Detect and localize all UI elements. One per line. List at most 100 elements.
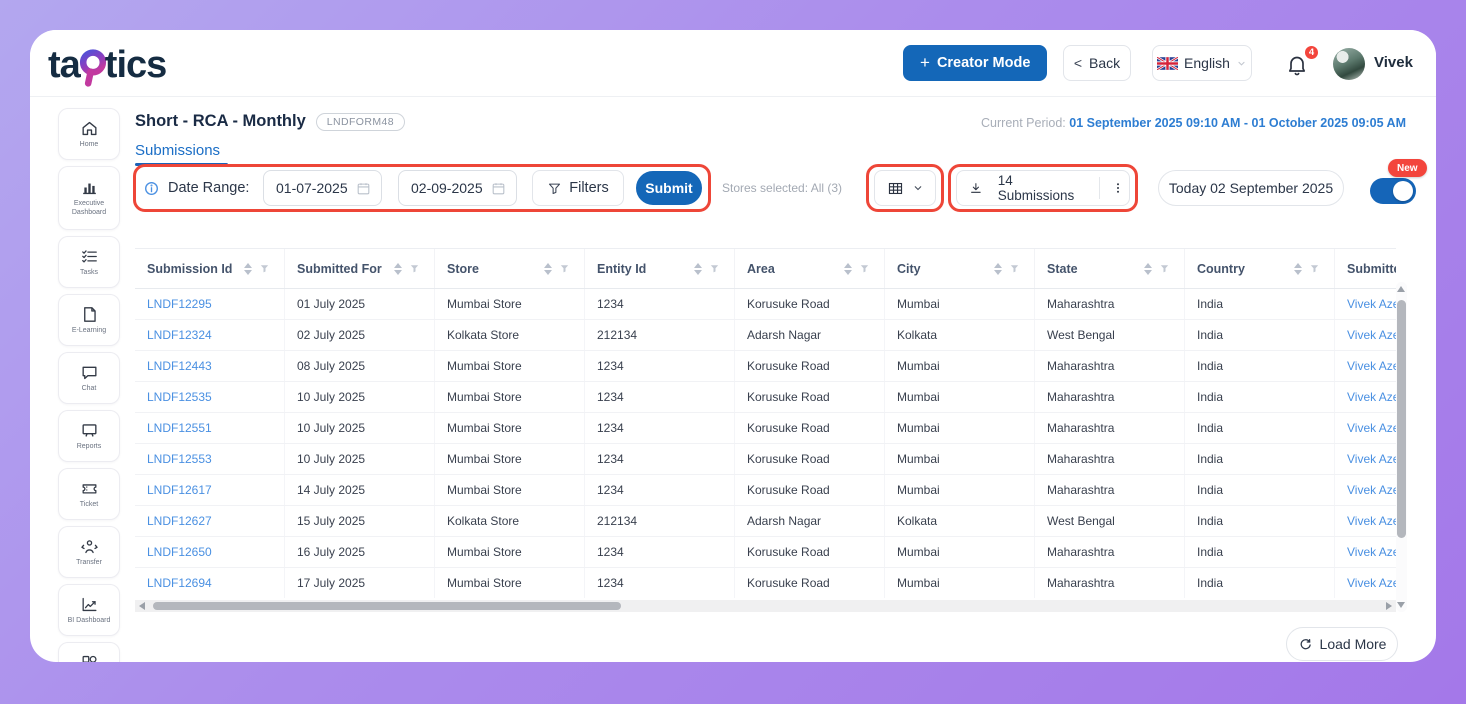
submitted-by-link[interactable]: Vivek Aze xyxy=(1335,537,1396,567)
divider xyxy=(1098,177,1100,199)
vertical-scroll-thumb[interactable] xyxy=(1397,300,1406,538)
column-header-country[interactable]: Country xyxy=(1185,249,1335,288)
column-filter-icon[interactable] xyxy=(1009,263,1020,274)
submitted-by-link[interactable]: Vivek Aze xyxy=(1335,475,1396,505)
user-avatar[interactable] xyxy=(1333,48,1365,80)
date-from-input[interactable]: 01-07-2025 xyxy=(263,170,382,206)
table-cell: Korusuke Road xyxy=(735,568,885,598)
submitted-by-link[interactable]: Vivek Aze xyxy=(1335,413,1396,443)
column-filter-icon[interactable] xyxy=(559,263,570,274)
scroll-down-arrow-icon[interactable] xyxy=(1397,602,1405,608)
sort-icon[interactable] xyxy=(244,262,252,275)
table-row: LNDF12551 10 July 2025 Mumbai Store 1234 Kor… xyxy=(135,413,1396,444)
sidebar-item-elearning[interactable]: E-Learning xyxy=(58,294,120,346)
submit-button[interactable]: Submit xyxy=(636,171,702,205)
submission-id-link[interactable]: LNDF12324 xyxy=(135,320,285,350)
scroll-left-arrow-icon[interactable] xyxy=(139,602,145,610)
new-view-toggle[interactable] xyxy=(1370,178,1416,204)
submitted-by-link[interactable]: Vivek Aze xyxy=(1335,320,1396,350)
tab-submissions[interactable]: Submissions xyxy=(135,142,221,159)
creator-mode-button[interactable]: + Creator Mode xyxy=(903,45,1048,81)
notification-bell[interactable]: 4 xyxy=(1285,44,1320,79)
sidebar-item-home[interactable]: Home xyxy=(58,108,120,160)
sidebar-item-asset[interactable]: Asset xyxy=(58,642,120,662)
column-filter-icon[interactable] xyxy=(859,263,870,274)
table-cell: Kolkata Store xyxy=(435,506,585,536)
submission-id-link[interactable]: LNDF12535 xyxy=(135,382,285,412)
column-filter-icon[interactable] xyxy=(709,263,720,274)
submitted-by-link[interactable]: Vivek Aze xyxy=(1335,382,1396,412)
filters-label: Filters xyxy=(569,180,609,196)
sidebar-item-transfer[interactable]: Transfer xyxy=(58,526,120,578)
horizontal-scrollbar[interactable] xyxy=(135,600,1396,612)
filters-button[interactable]: Filters xyxy=(532,170,624,206)
table-cell: India xyxy=(1185,475,1335,505)
language-dropdown[interactable]: English xyxy=(1152,45,1252,81)
submission-id-link[interactable]: LNDF12650 xyxy=(135,537,285,567)
column-header-store[interactable]: Store xyxy=(435,249,585,288)
column-header-area[interactable]: Area xyxy=(735,249,885,288)
submitted-by-link[interactable]: Vivek Aze xyxy=(1335,506,1396,536)
sidebar-item-reports[interactable]: Reports xyxy=(58,410,120,462)
column-header-submitted-for[interactable]: Submitted For xyxy=(285,249,435,288)
table-cell: 15 July 2025 xyxy=(285,506,435,536)
scroll-up-arrow-icon[interactable] xyxy=(1397,286,1405,292)
sort-icon[interactable] xyxy=(844,262,852,275)
submission-id-link[interactable]: LNDF12443 xyxy=(135,351,285,381)
column-header-submitted-by[interactable]: Submitted By xyxy=(1335,249,1396,288)
table-view-dropdown[interactable] xyxy=(874,170,936,206)
today-date-button[interactable]: Today 02 September 2025 xyxy=(1158,170,1344,206)
table-cell: Mumbai xyxy=(885,289,1035,319)
submission-id-link[interactable]: LNDF12551 xyxy=(135,413,285,443)
submission-id-link[interactable]: LNDF12694 xyxy=(135,568,285,598)
info-icon[interactable] xyxy=(143,180,160,197)
trend-chart-icon xyxy=(82,597,96,611)
sort-icon[interactable] xyxy=(1294,262,1302,275)
submitted-by-link[interactable]: Vivek Aze xyxy=(1335,444,1396,474)
sidebar-label: Chat xyxy=(81,384,97,392)
sidebar-item-tasks[interactable]: Tasks xyxy=(58,236,120,288)
submission-id-link[interactable]: LNDF12627 xyxy=(135,506,285,536)
table-row: LNDF12694 17 July 2025 Mumbai Store 1234 Kor… xyxy=(135,568,1396,598)
table-cell: 17 July 2025 xyxy=(285,568,435,598)
sidebar-item-executive-dashboard[interactable]: Executive Dashboard xyxy=(58,166,120,230)
submission-id-link[interactable]: LNDF12295 xyxy=(135,289,285,319)
table-cell: Korusuke Road xyxy=(735,413,885,443)
submitted-by-link[interactable]: Vivek Aze xyxy=(1335,568,1396,598)
sidebar-label: Ticket xyxy=(79,500,99,508)
chevron-down-icon xyxy=(1238,61,1245,66)
column-header-submission-id[interactable]: Submission Id xyxy=(135,249,285,288)
kebab-menu-icon[interactable] xyxy=(1107,180,1129,196)
table-cell: Korusuke Road xyxy=(735,351,885,381)
sort-icon[interactable] xyxy=(1144,262,1152,275)
sort-icon[interactable] xyxy=(394,262,402,275)
column-filter-icon[interactable] xyxy=(259,263,270,274)
funnel-icon xyxy=(549,183,561,194)
scroll-right-arrow-icon[interactable] xyxy=(1386,602,1392,610)
column-header-entity-id[interactable]: Entity Id xyxy=(585,249,735,288)
table-cell: Mumbai xyxy=(885,382,1035,412)
load-more-button[interactable]: Load More xyxy=(1286,627,1398,661)
sort-icon[interactable] xyxy=(544,262,552,275)
submitted-by-link[interactable]: Vivek Aze xyxy=(1335,351,1396,381)
sidebar-item-bi-dashboard[interactable]: BI Dashboard xyxy=(58,584,120,636)
vertical-scrollbar[interactable] xyxy=(1396,282,1407,612)
column-filter-icon[interactable] xyxy=(1309,263,1320,274)
column-filter-icon[interactable] xyxy=(409,263,420,274)
column-header-state[interactable]: State xyxy=(1035,249,1185,288)
horizontal-scroll-thumb[interactable] xyxy=(153,602,621,610)
sidebar-item-ticket[interactable]: Ticket xyxy=(58,468,120,520)
table-cell: 08 July 2025 xyxy=(285,351,435,381)
download-submissions-button[interactable]: 14 Submissions xyxy=(956,170,1130,206)
sort-icon[interactable] xyxy=(994,262,1002,275)
date-to-input[interactable]: 02-09-2025 xyxy=(398,170,517,206)
sidebar-label: E-Learning xyxy=(71,326,107,334)
submission-id-link[interactable]: LNDF12617 xyxy=(135,475,285,505)
column-filter-icon[interactable] xyxy=(1159,263,1170,274)
submission-id-link[interactable]: LNDF12553 xyxy=(135,444,285,474)
submitted-by-link[interactable]: Vivek Aze xyxy=(1335,289,1396,319)
column-header-city[interactable]: City xyxy=(885,249,1035,288)
sidebar-item-chat[interactable]: Chat xyxy=(58,352,120,404)
back-button[interactable]: < Back xyxy=(1063,45,1131,81)
sort-icon[interactable] xyxy=(694,262,702,275)
